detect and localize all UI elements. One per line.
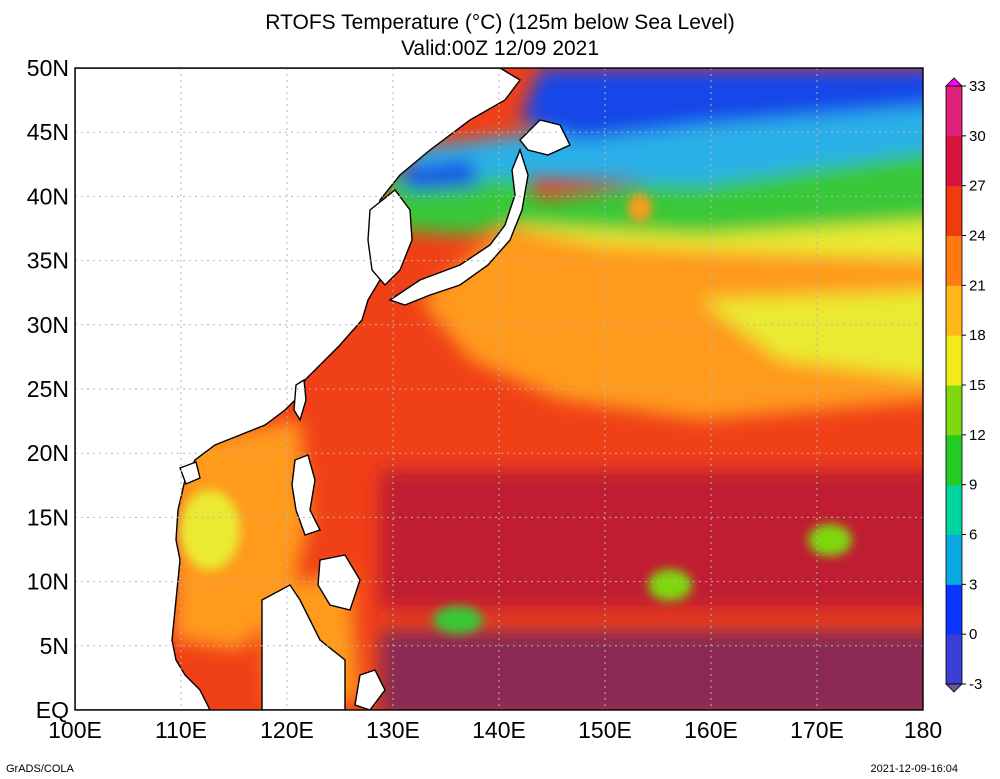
- longitude-tick-label: 180: [904, 717, 942, 743]
- colorbar-segment: [946, 86, 962, 137]
- colorbar-segment: [946, 185, 962, 236]
- colorbar-segment: [946, 335, 962, 386]
- colorbar-segment: [946, 135, 962, 187]
- colorbar-segment: [946, 634, 962, 685]
- latitude-tick-label: 30N: [27, 312, 69, 338]
- cyan-band: [400, 101, 923, 185]
- graticule: [75, 68, 923, 710]
- latitude-tick-label: 20N: [27, 440, 69, 466]
- longitude-labels: 100E 110E 120E 130E 140E 150E 160E 170E 180: [48, 717, 942, 743]
- colorbar-segment: [946, 534, 962, 585]
- longitude-tick-label: 120E: [260, 717, 314, 743]
- sea-temperature-field: [75, 68, 923, 710]
- latitude-tick-label: 40N: [27, 183, 69, 209]
- luzon: [291, 454, 321, 536]
- longitude-tick-label: 160E: [684, 717, 738, 743]
- longitude-tick-label: 100E: [48, 717, 102, 743]
- latitude-tick-label: 50N: [27, 55, 69, 81]
- colorbar-tick-label: 15: [969, 377, 986, 394]
- latitude-tick-label: EQ: [36, 697, 69, 723]
- colorbar-tick-label: 33: [969, 78, 986, 95]
- colorbar-segment: [946, 434, 962, 486]
- map-subtitle: Valid:00Z 12/09 2021: [400, 37, 600, 60]
- colorbar-tick-label: 6: [969, 527, 977, 544]
- latitude-tick-label: 15N: [27, 504, 69, 530]
- orange-band: [420, 220, 923, 420]
- longitude-tick-label: 140E: [472, 717, 526, 743]
- japan: [388, 147, 529, 306]
- colorbar-tick-label: 18: [969, 327, 986, 344]
- footer-timestamp: 2021-12-09-16:04: [870, 763, 958, 775]
- latitude-tick-label: 5N: [40, 633, 69, 659]
- colorbar-max-arrow: [945, 77, 963, 87]
- warm-eddy: [628, 194, 652, 222]
- longitude-tick-label: 110E: [155, 717, 207, 743]
- longitude-tick-label: 130E: [366, 717, 420, 743]
- purple-equatorial-band: [380, 630, 923, 710]
- longitude-tick-label: 170E: [790, 717, 844, 743]
- colorbar: -3 0 3 6 9 12 15 18 21 24 27 30 33: [945, 77, 986, 693]
- yellow-band-east: [700, 290, 923, 378]
- colorbar-tick-label: 30: [969, 128, 986, 145]
- green-eddy: [648, 569, 692, 601]
- colorbar-tick-label: 3: [969, 576, 977, 593]
- green-eddy: [808, 524, 852, 556]
- mindanao: [317, 554, 361, 611]
- sulawesi: [354, 669, 386, 710]
- colorbar-segment: [946, 235, 962, 286]
- colorbar-tick-label: 21: [969, 277, 986, 294]
- taiwan: [293, 378, 307, 422]
- hainan: [179, 461, 201, 485]
- colorbar-tick-label: 9: [969, 477, 977, 494]
- colorbar-tick-label: 12: [969, 427, 986, 444]
- colorbar-tick-label: -3: [969, 676, 982, 693]
- hokkaido: [519, 119, 571, 156]
- colorbar-min-arrow: [945, 683, 963, 693]
- green-eddy: [433, 606, 483, 634]
- colorbar-segment: [946, 385, 962, 436]
- colorbar-segment: [946, 584, 962, 635]
- latitude-labels: 50N 45N 40N 35N 30N 25N 20N 15N 10N 5N EQ: [27, 55, 69, 723]
- latitude-tick-label: 35N: [27, 248, 69, 274]
- sea-of-japan-blue: [395, 160, 480, 190]
- plot-frame: [74, 67, 924, 711]
- latitude-tick-label: 10N: [27, 569, 69, 595]
- blue-band: [520, 68, 923, 140]
- longitude-tick-label: 150E: [578, 717, 632, 743]
- yellow-patch: [180, 490, 240, 570]
- colorbar-segment: [946, 484, 962, 535]
- latitude-tick-label: 45N: [27, 119, 69, 145]
- borneo: [261, 584, 346, 710]
- colorbar-tick-label: 27: [969, 178, 986, 195]
- map-title: RTOFS Temperature (°C) (125m below Sea L…: [265, 11, 735, 34]
- colorbar-tick-label: 24: [969, 228, 986, 245]
- colorbar-segment: [946, 285, 962, 336]
- footer-credit: GrADS/COLA: [6, 763, 74, 775]
- latitude-tick-label: 25N: [27, 376, 69, 402]
- colorbar-tick-label: 0: [969, 626, 977, 643]
